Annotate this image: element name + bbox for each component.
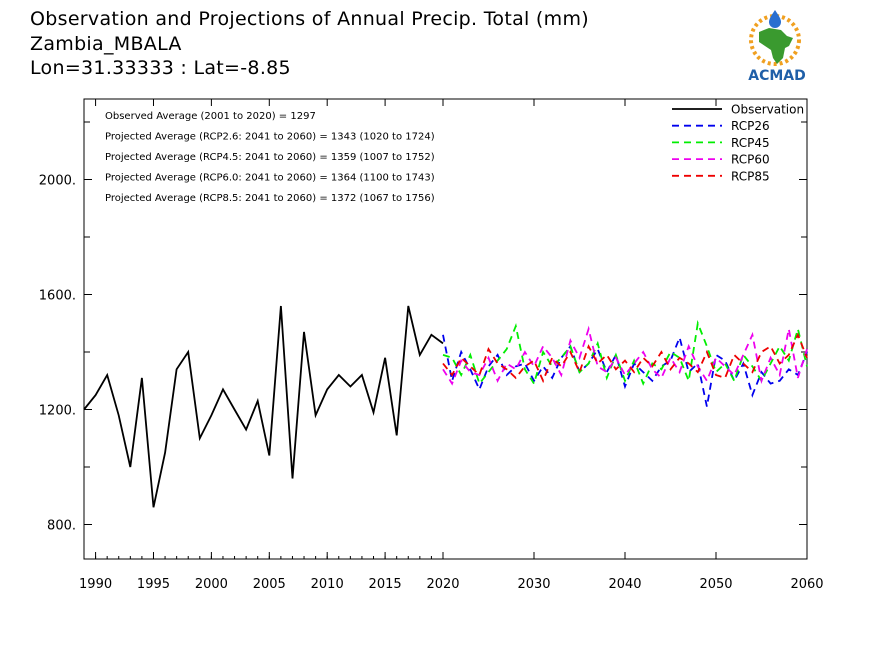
plot-frame: [83, 98, 808, 560]
x-tick-label: 1990: [79, 577, 112, 592]
series-layer: [83, 305, 808, 508]
y-tick-label: 1200.: [39, 404, 76, 419]
acmad-logo: ACMAD: [748, 10, 806, 84]
chart-title: Observation and Projections of Annual Pr…: [30, 8, 589, 30]
annotation-line: Projected Average (RCP4.5: 2041 to 2060)…: [105, 152, 435, 163]
x-tick-label: 2005: [253, 577, 286, 592]
y-tick-label: 2000.: [39, 174, 76, 189]
logo-water-drop: [769, 10, 781, 28]
x-tick-label: 2040: [608, 577, 641, 592]
coordinates-label: Lon=31.33333 : Lat=-8.85: [30, 57, 291, 79]
annotation-line: Projected Average (RCP2.6: 2041 to 2060)…: [105, 132, 435, 143]
tick-marks: [84, 99, 808, 559]
logo-africa: [759, 28, 793, 64]
legend-label: RCP60: [731, 153, 770, 167]
legend-label: RCP45: [731, 136, 770, 150]
y-tick-labels: 800. 1200. 1600. 2000.: [39, 174, 76, 534]
legend-label: Observation: [731, 103, 804, 117]
annotation-line: Projected Average (RCP8.5: 2041 to 2060)…: [105, 193, 435, 204]
logo-text: ACMAD: [748, 68, 806, 84]
x-tick-label: 2000: [195, 577, 228, 592]
annotations: Observed Average (2001 to 2020) = 1297 Pr…: [105, 111, 435, 204]
annotation-line: Observed Average (2001 to 2020) = 1297: [105, 111, 316, 122]
location-label: Zambia_MBALA: [30, 33, 182, 55]
x-tick-label: 2060: [790, 577, 823, 592]
series-line-rcp85: [442, 332, 808, 384]
legend-label: RCP85: [731, 169, 770, 183]
x-tick-label: 1995: [137, 577, 170, 592]
series-line-observation: [83, 305, 444, 508]
x-tick-labels: 1990 1995 2000 2005 2010 2015 2020 2030 2040 2050…: [79, 577, 824, 592]
x-tick-label: 2050: [699, 577, 732, 592]
legend: Observation RCP26 RCP45 RCP60 RCP85: [672, 103, 804, 183]
x-tick-label: 2020: [426, 577, 459, 592]
logo-ring: [749, 14, 801, 66]
series-line-rcp60: [442, 325, 808, 386]
x-tick-label: 2015: [369, 577, 402, 592]
x-tick-label: 2030: [517, 577, 550, 592]
x-tick-label: 2010: [311, 577, 344, 592]
y-tick-label: 1600.: [39, 289, 76, 304]
legend-label: RCP26: [731, 119, 770, 133]
annotation-line: Projected Average (RCP6.0: 2041 to 2060)…: [105, 173, 435, 184]
y-tick-label: 800.: [47, 519, 76, 534]
series-line-rcp45: [442, 319, 808, 386]
